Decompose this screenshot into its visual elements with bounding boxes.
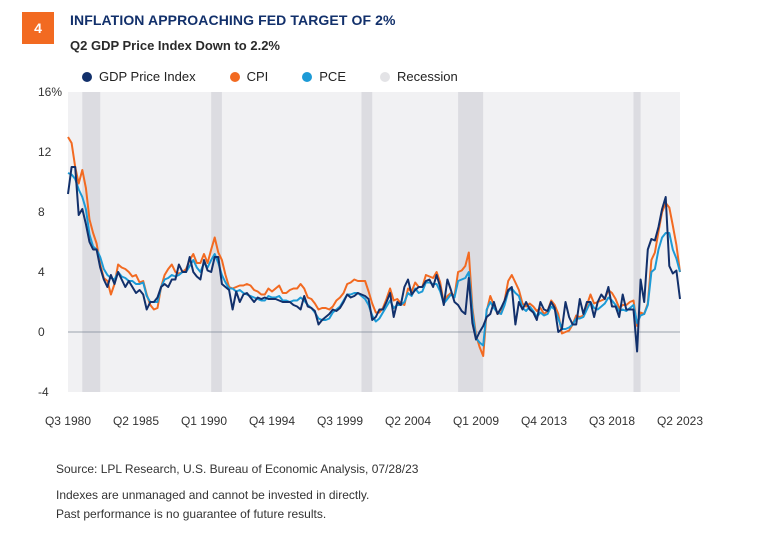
x-tick-label: Q3 2018 xyxy=(589,414,635,428)
y-tick-label: -4 xyxy=(38,385,49,399)
legend-marker-recession xyxy=(380,71,390,82)
legend-marker-cpi xyxy=(229,71,240,82)
x-tick-label: Q3 1999 xyxy=(317,414,363,428)
source-note: Source: LPL Research, U.S. Bureau of Eco… xyxy=(56,462,419,476)
plot-area xyxy=(68,92,680,392)
disclaimer-performance: Past performance is no guarantee of futu… xyxy=(56,507,327,521)
legend-item-cpi: CPI xyxy=(229,69,269,84)
x-tick-label: Q4 2013 xyxy=(521,414,567,428)
recession-band-2 xyxy=(361,92,373,392)
y-tick-label: 0 xyxy=(38,325,45,339)
x-tick-label: Q2 2004 xyxy=(385,414,431,428)
legend-item-gdp: GDP Price Index xyxy=(82,69,196,84)
legend-marker-pce xyxy=(302,71,313,82)
disclaimer-indexes: Indexes are unmanaged and cannot be inve… xyxy=(56,488,370,502)
legend-marker-gdp xyxy=(82,71,92,82)
x-tick-label: Q4 1994 xyxy=(249,414,295,428)
chart-legend: GDP Price Index CPI PCE Recession xyxy=(82,69,492,84)
legend-label-pce: PCE xyxy=(319,69,346,84)
y-tick-label: 12 xyxy=(38,145,52,159)
series-line-gdp-price-index xyxy=(67,166,681,353)
y-tick-label: 4 xyxy=(38,265,45,279)
chart-title: INFLATION APPROACHING FED TARGET OF 2% xyxy=(70,12,396,28)
recession-band-4 xyxy=(633,92,641,392)
legend-label-gdp: GDP Price Index xyxy=(99,69,196,84)
inflation-line-chart: 16% 12 8 4 0 -4 Q3 1980 Q2 1985 Q1 1990 Q4 1994 Q3… xyxy=(38,85,703,428)
legend-label-cpi: CPI xyxy=(246,69,269,84)
x-tick-label: Q2 1985 xyxy=(113,414,159,428)
y-tick-label: 8 xyxy=(38,205,45,219)
x-tick-label: Q1 2009 xyxy=(453,414,499,428)
y-tick-label: 16% xyxy=(38,85,62,99)
x-tick-label: Q2 2023 xyxy=(657,414,703,428)
chart-subtitle: Q2 GDP Price Index Down to 2.2% xyxy=(70,38,280,53)
figure-number-badge: 4 xyxy=(22,12,54,44)
x-tick-label: Q3 1980 xyxy=(45,414,91,428)
legend-item-recession: Recession xyxy=(380,69,458,84)
x-tick-label: Q1 1990 xyxy=(181,414,227,428)
legend-label-recession: Recession xyxy=(397,69,458,84)
legend-item-pce: PCE xyxy=(302,69,346,84)
